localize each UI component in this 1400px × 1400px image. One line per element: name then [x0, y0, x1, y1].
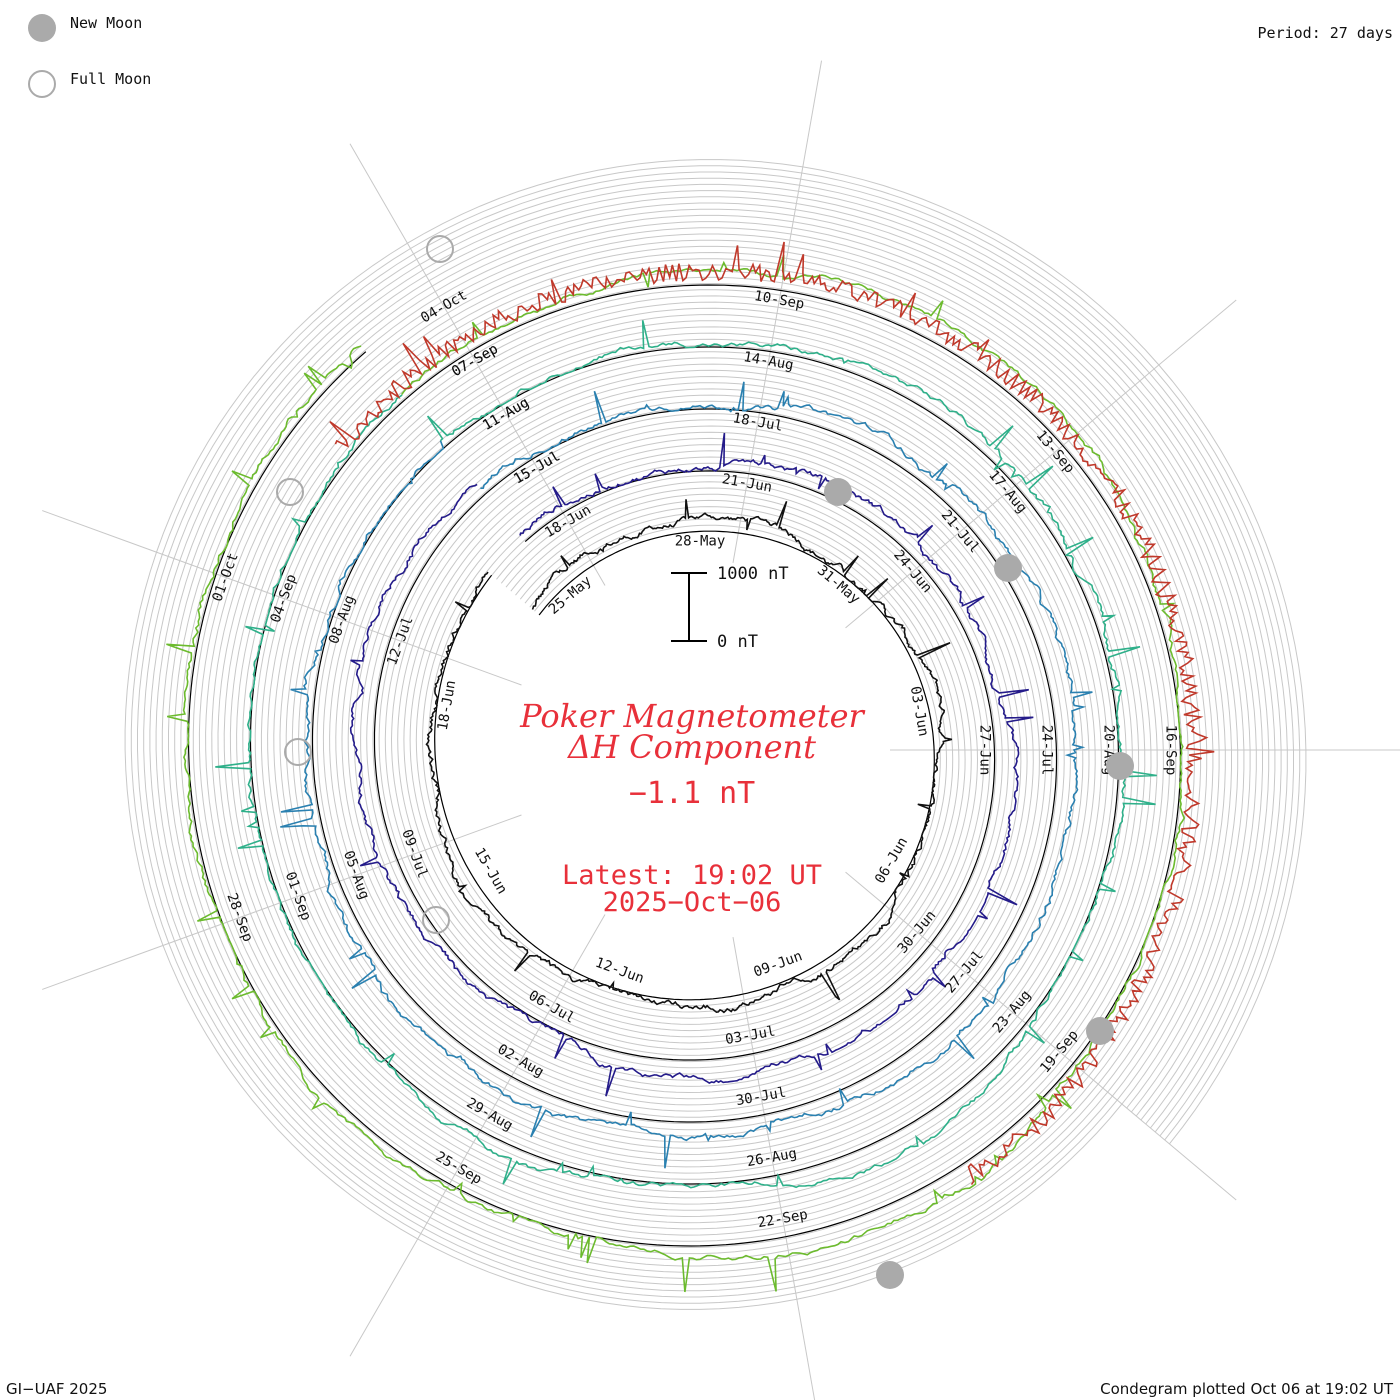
cycle-1-trace	[425, 499, 953, 1014]
grid-spiral-7	[137, 171, 1294, 1298]
new-moon-marker-1	[994, 554, 1022, 582]
chart-title: Poker Magnetometer	[519, 697, 865, 735]
latest-time: Latest: 19:02 UT	[562, 860, 822, 891]
full-moon-marker-3	[426, 235, 454, 263]
cycle-3-date-label-4: 27-Jul	[942, 947, 987, 996]
cycle-2-baseline	[373, 470, 996, 1061]
grid-spoke-0	[349, 143, 606, 586]
grid-spoke-2	[845, 299, 1237, 629]
grid-spiral-3	[161, 196, 1270, 1273]
cycle-2-date-label-6: 06-Jul	[526, 988, 578, 1027]
cycle-2-trace	[349, 432, 1034, 1097]
cycle-1-date-label-7: 15-Jun	[471, 845, 510, 897]
current-value: −1.1 nT	[629, 776, 755, 811]
grid-spiral-5	[149, 183, 1282, 1286]
full-moon-icon	[28, 70, 56, 98]
latest-date: 2025−Oct−06	[603, 887, 782, 918]
grid-spoke-1	[732, 60, 823, 563]
cycle-5-trace	[166, 254, 1186, 1293]
moon-marker-layer	[276, 235, 1134, 1289]
cycle-2-date-label-4: 30-Jun	[895, 908, 940, 957]
period-label: Period: 27 days	[1258, 24, 1393, 42]
cycle-1-baseline	[434, 530, 935, 1001]
cycle-2-date-label-8: 12-Jul	[384, 614, 416, 667]
trace-layer	[166, 241, 1215, 1293]
cycle-5-date-label-3: 16-Sep	[1162, 725, 1178, 776]
cycle-1-date-label-6: 12-Jun	[593, 955, 646, 987]
full-moon-marker-0	[422, 906, 450, 934]
new-moon-marker-0	[824, 478, 852, 506]
new-moon-marker-4	[876, 1261, 904, 1289]
cycle-5-baseline	[187, 284, 1182, 1247]
grid-spoke-4	[845, 871, 1237, 1201]
scale-bar-bottom-label: 0 nT	[717, 632, 758, 652]
scale-bar-top-label: 1000 nT	[717, 564, 789, 584]
cycle-3-date-label-8: 08-Aug	[326, 593, 358, 646]
cycle-1-date-label-3: 03-Jun	[907, 685, 932, 738]
cycle-1-date-label-1: 28-May	[675, 533, 726, 549]
legend-new-moon-label: New Moon	[70, 14, 142, 32]
cycle-3-trace	[280, 381, 1093, 1169]
cycle-1-date-label-0: 25-May	[546, 573, 595, 618]
grid-spiral-2	[168, 202, 1263, 1267]
grid-spoke-6	[349, 914, 606, 1357]
credit-label: GI−UAF 2025	[6, 1380, 107, 1398]
cycle-3-date-label-6: 02-Aug	[495, 1041, 547, 1080]
cycle-1-date-label-8: 18-Jun	[435, 679, 460, 732]
full-moon-marker-2	[276, 478, 304, 506]
cycle-4-trace	[215, 320, 1157, 1189]
new-moon-marker-3	[1086, 1017, 1114, 1045]
new-moon-icon	[28, 14, 56, 42]
plotted-label: Condegram plotted Oct 06 at 19:02 UT	[1100, 1380, 1394, 1398]
cycle-3-date-label-3: 24-Jul	[1038, 725, 1054, 776]
chart-subtitle: ΔH Component	[566, 728, 816, 766]
grid-spiral-4	[155, 190, 1276, 1279]
legend-full-moon-label: Full Moon	[70, 70, 151, 88]
new-moon-marker-2	[1106, 752, 1134, 780]
grid-spoke-8	[42, 510, 522, 686]
grid-spiral-1	[174, 208, 1257, 1261]
cycle-2-date-label-3: 27-Jun	[976, 725, 992, 776]
grid-spiral-0	[180, 214, 1251, 1255]
cycle-3-baseline	[311, 408, 1058, 1123]
grid-spoke-7	[42, 814, 522, 990]
grid-spiral-6	[143, 177, 1288, 1292]
full-moon-marker-1	[284, 738, 312, 766]
outer-segment-trace	[329, 241, 1215, 1186]
grid-spoke-5	[732, 937, 816, 1400]
